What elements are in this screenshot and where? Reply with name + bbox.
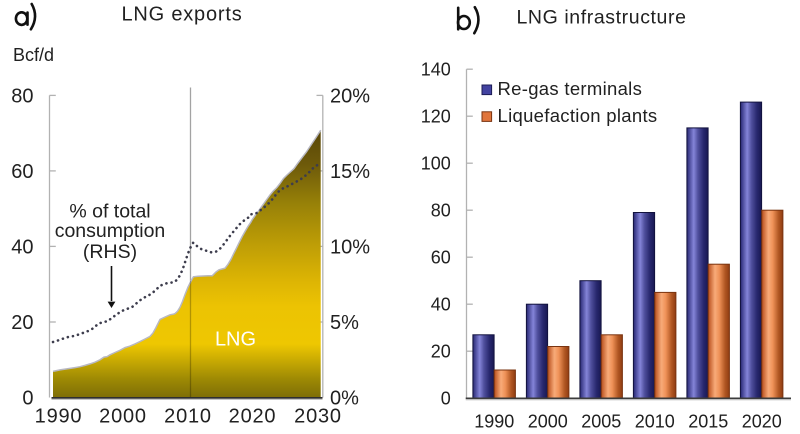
svg-text:20: 20 [11, 312, 33, 334]
svg-text:Bcf/d: Bcf/d [13, 45, 54, 65]
svg-text:2020: 2020 [229, 406, 277, 428]
svg-text:120: 120 [421, 107, 451, 127]
svg-text:LNG exports: LNG exports [121, 4, 242, 26]
svg-text:40: 40 [11, 237, 33, 259]
svg-text:LNG infrastructure: LNG infrastructure [516, 7, 686, 29]
svg-text:15%: 15% [330, 161, 370, 183]
svg-text:2015: 2015 [688, 412, 728, 432]
svg-text:80: 80 [431, 201, 451, 221]
svg-text:Liquefaction plants: Liquefaction plants [498, 105, 658, 126]
svg-text:0%: 0% [330, 388, 359, 410]
svg-text:0: 0 [441, 389, 451, 409]
svg-text:100: 100 [421, 154, 451, 174]
svg-text:2005: 2005 [581, 412, 621, 432]
svg-text:20: 20 [431, 342, 451, 362]
svg-text:5%: 5% [330, 312, 359, 334]
svg-text:140: 140 [421, 60, 451, 80]
svg-text:0: 0 [22, 388, 33, 410]
svg-text:2000: 2000 [99, 406, 147, 428]
svg-text:2010: 2010 [164, 406, 212, 428]
svg-text:10%: 10% [330, 237, 370, 259]
svg-text:LNG: LNG [215, 329, 256, 351]
svg-text:20%: 20% [330, 86, 370, 108]
svg-text:2000: 2000 [528, 412, 568, 432]
svg-text:60: 60 [431, 248, 451, 268]
svg-text:2020: 2020 [742, 412, 782, 432]
svg-text:(RHS): (RHS) [83, 241, 137, 263]
svg-text:40: 40 [431, 295, 451, 315]
svg-text:Re-gas terminals: Re-gas terminals [498, 78, 643, 99]
svg-text:consumption: consumption [55, 220, 166, 242]
svg-text:2010: 2010 [635, 412, 675, 432]
svg-text:60: 60 [11, 161, 33, 183]
svg-text:1990: 1990 [35, 406, 83, 428]
svg-text:% of total: % of total [69, 201, 150, 223]
svg-text:80: 80 [11, 86, 33, 108]
svg-text:1990: 1990 [474, 412, 514, 432]
svg-text:2030: 2030 [294, 406, 342, 428]
